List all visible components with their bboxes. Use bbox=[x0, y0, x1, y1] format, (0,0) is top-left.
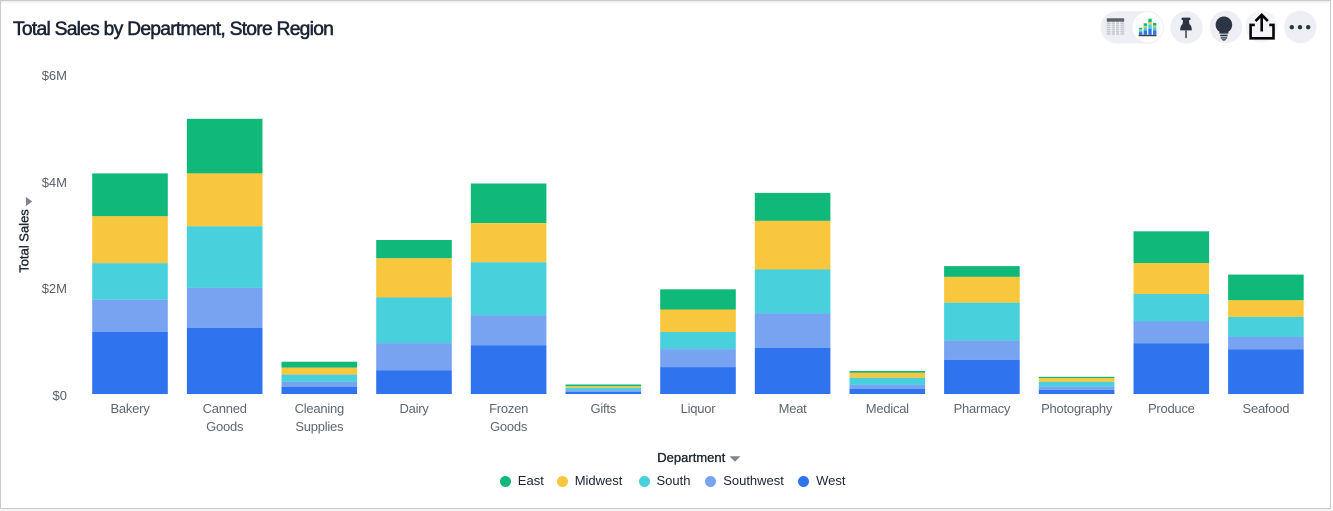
svg-text:Total Sales: Total Sales bbox=[17, 209, 32, 273]
